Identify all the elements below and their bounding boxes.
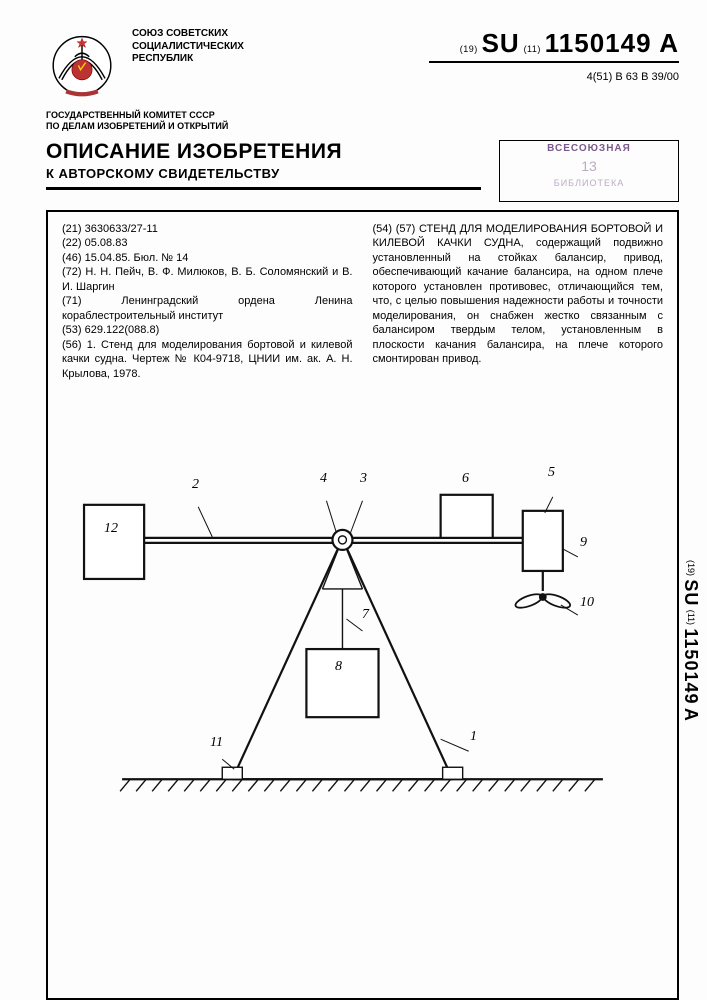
label-2: 2 xyxy=(192,477,199,493)
label-5: 5 xyxy=(548,465,555,481)
state-emblem xyxy=(46,28,118,100)
library-stamp: ВСЕСОЮЗНАЯ 13 БИБЛИОТЕКА xyxy=(499,140,679,202)
issuer-line: СОЦИАЛИСТИЧЕСКИХ xyxy=(132,41,415,54)
label-8: 8 xyxy=(335,659,342,675)
side-publication-number: (19) SU (11) 1150149 A xyxy=(680,560,701,722)
body-frame: (21) 3630633/27-11 (22) 05.08.83 (46) 15… xyxy=(46,210,679,1000)
label-6: 6 xyxy=(462,471,469,487)
issuer: СОЮЗ СОВЕТСКИХ СОЦИАЛИСТИЧЕСКИХ РЕСПУБЛИ… xyxy=(132,28,415,66)
doc-title: ОПИСАНИЕ ИЗОБРЕТЕНИЯ xyxy=(46,140,481,164)
right-column: (54) (57) СТЕНД ДЛЯ МОДЕЛИРОВАНИЯ БОРТОВ… xyxy=(373,222,664,382)
figure: 1 2 3 4 5 6 7 8 9 10 11 12 xyxy=(62,399,663,819)
label-1: 1 xyxy=(470,729,477,745)
label-11: 11 xyxy=(210,735,223,751)
label-10: 10 xyxy=(580,595,594,611)
label-7: 7 xyxy=(362,607,369,623)
label-12: 12 xyxy=(104,521,118,537)
doc-subtitle: К АВТОРСКОМУ СВИДЕТЕЛЬСТВУ xyxy=(46,166,481,181)
issuer-line: РЕСПУБЛИК xyxy=(132,53,415,66)
label-4: 4 xyxy=(320,471,327,487)
committee: ГОСУДАРСТВЕННЫЙ КОМИТЕТ СССР ПО ДЕЛАМ ИЗ… xyxy=(46,110,679,132)
left-column: (21) 3630633/27-11 (22) 05.08.83 (46) 15… xyxy=(62,222,353,382)
label-9: 9 xyxy=(580,535,587,551)
publication-number: (19) SU (11) 1150149 A xyxy=(429,28,679,63)
label-3: 3 xyxy=(360,471,367,487)
issuer-line: СОЮЗ СОВЕТСКИХ xyxy=(132,28,415,41)
ipc-code: 4(51) B 63 B 39/00 xyxy=(429,71,679,83)
